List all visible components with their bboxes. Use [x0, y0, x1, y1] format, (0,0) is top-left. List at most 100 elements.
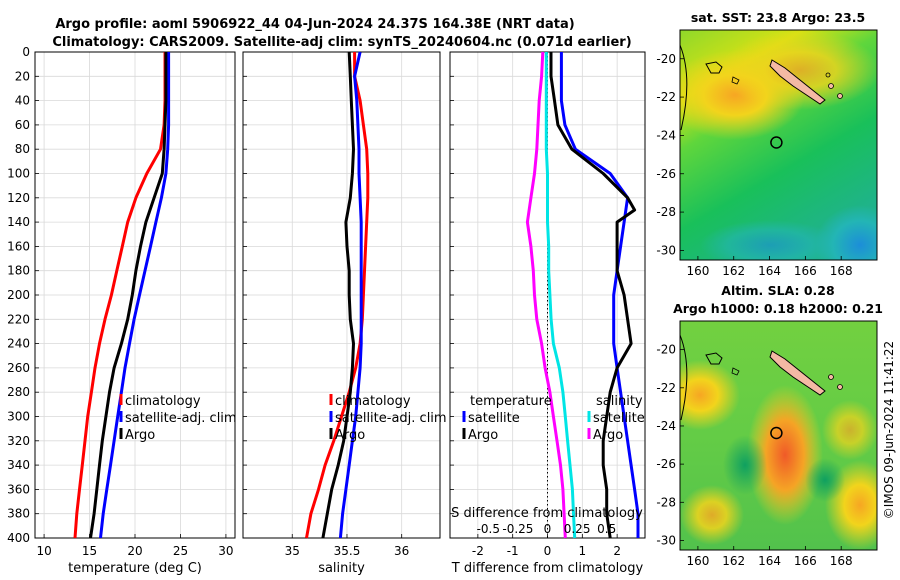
profile-location-marker: [770, 136, 783, 149]
figure-title-line1: Argo profile: aoml 5906922_44 04-Jun-202…: [55, 17, 574, 32]
series-line-temperature-argo: [549, 52, 637, 539]
tick-label-x2: 0.25: [564, 522, 591, 536]
map-tick-label-x: 168: [830, 264, 853, 278]
tick-label-y: 80: [15, 142, 30, 156]
legend-label: satellite: [593, 411, 645, 426]
axis-label-x: T difference from climatology: [451, 561, 644, 576]
axis-label-x: salinity: [318, 561, 365, 576]
tick-label-y: 380: [7, 507, 30, 521]
profile-location-marker: [770, 426, 783, 440]
series-line-climatology: [305, 52, 370, 539]
sla-high-area: [822, 400, 877, 460]
legend-label: Argo: [335, 428, 365, 443]
tick-label-y: 160: [7, 239, 30, 253]
legend-title-temperature: temperature: [470, 394, 552, 409]
axes-frame: [34, 51, 236, 539]
coastline: [680, 44, 688, 131]
tick-label-y: 200: [7, 288, 30, 302]
tick-label-x: 35: [285, 544, 300, 558]
tick-label-y: 20: [15, 69, 30, 83]
sla-low-area: [723, 435, 767, 495]
island: [837, 384, 843, 390]
series-line-salinity-argo: [525, 51, 567, 539]
map-tick-label-x: 160: [686, 264, 709, 278]
reef-outline: [705, 61, 723, 74]
tick-label-x2: 0.5: [597, 522, 616, 536]
legend-label: climatology: [125, 394, 201, 409]
legend-title-salinity: salinity: [596, 394, 643, 409]
tick-label-y: 140: [7, 215, 30, 229]
map-tick-label-x: 164: [758, 554, 781, 568]
legend-label: climatology: [335, 394, 411, 409]
map-tick-label-x: 162: [722, 264, 745, 278]
sst-map: sat. SST: 23.8 Argo: 23.5 160 162 164 166 16…: [656, 10, 878, 278]
reef-outline: [731, 367, 740, 376]
sst-map-frame: [679, 29, 878, 261]
axis-label-x: temperature (deg C): [68, 561, 202, 576]
sla-map-frame: [679, 320, 878, 551]
sst-map-ticks: 160 162 164 166 168 -20 -22 -24 -26 -28 -30: [656, 52, 852, 278]
tick-label-x: 10: [36, 544, 51, 558]
legend-label: Argo: [468, 428, 498, 443]
tick-label-y: 0: [22, 45, 30, 59]
island: [837, 93, 843, 99]
reef-outline: [705, 352, 723, 365]
island: [828, 374, 834, 380]
map-tick-label-y: -22: [656, 90, 676, 104]
tick-label-x: 2: [613, 544, 621, 558]
tick-label-y: 180: [7, 264, 30, 278]
figure-title-line2: Climatology: CARS2009. Satellite-adj cli…: [52, 35, 631, 50]
tick-label-x: 30: [218, 544, 233, 558]
series-line-temperature-satellite: [559, 52, 640, 538]
map-tick-label-y: -28: [656, 495, 676, 509]
tick-label-x: 0: [544, 544, 552, 558]
tick-label-y: 340: [7, 458, 30, 472]
map-tick-label-y: -26: [656, 167, 676, 181]
sla-high-area: [747, 385, 823, 525]
island: [828, 83, 834, 89]
tick-label-x: -2: [472, 544, 484, 558]
legend-label: satellite: [468, 411, 520, 426]
salinity-panel: 35 35.5 36 salinity climatology satellite-adj…: [242, 51, 447, 576]
series-line-salinity-satellite: [544, 52, 577, 539]
sla-map-ticks: 160 162 164 166 168 -20 -22 -24 -26 -28 -30: [656, 343, 852, 568]
map-tick-label-y: -22: [656, 381, 676, 395]
tick-label-x: 36: [394, 544, 409, 558]
legend-label: Argo: [125, 428, 155, 443]
sst-warm-area: [720, 30, 877, 110]
map-tick-label-y: -28: [656, 205, 676, 219]
legend-label: satellite-adj. clim: [335, 411, 447, 426]
tick-label-x2: 0: [544, 522, 552, 536]
map-tick-label-x: 164: [758, 264, 781, 278]
tick-label-x: 35.5: [334, 544, 361, 558]
legend-label: Argo: [593, 428, 623, 443]
map-tick-label-x: 160: [686, 554, 709, 568]
map-tick-label-y: -20: [656, 343, 676, 357]
tick-label-y: 260: [7, 361, 30, 375]
map-tick-label-y: -26: [656, 457, 676, 471]
temperature-panel: 0 20 40 60 80 100 120 140 160 180 200 220 240 260 280 3…: [7, 45, 237, 576]
map-tick-label-x: 162: [722, 554, 745, 568]
new-caledonia-island: [769, 350, 826, 396]
island: [825, 72, 831, 78]
tick-label-y: 100: [7, 167, 30, 181]
tick-label-y: 360: [7, 482, 30, 496]
sla-high-area: [680, 360, 740, 430]
series-line-argo: [321, 51, 355, 539]
tick-label-x2: -0.25: [502, 522, 533, 536]
tick-label-x: 20: [127, 544, 142, 558]
tick-label-y: 320: [7, 434, 30, 448]
new-caledonia-island: [769, 59, 826, 105]
map-tick-label-y: -24: [656, 419, 676, 433]
tick-label-x: 15: [82, 544, 97, 558]
coastline: [680, 334, 688, 421]
sst-map-title: sat. SST: 23.8 Argo: 23.5: [691, 10, 865, 25]
map-tick-label-x: 168: [830, 554, 853, 568]
map-tick-label-y: -20: [656, 52, 676, 66]
sla-map-title-line2: Argo h1000: 0.18 h2000: 0.21: [673, 301, 883, 316]
tick-label-x: 25: [173, 544, 188, 558]
credit-text: ©IMOS 09-Jun-2024 11:41:22: [882, 341, 896, 519]
axis-label-x2: S difference from climatology: [451, 506, 643, 521]
map-tick-label-x: 166: [794, 554, 817, 568]
